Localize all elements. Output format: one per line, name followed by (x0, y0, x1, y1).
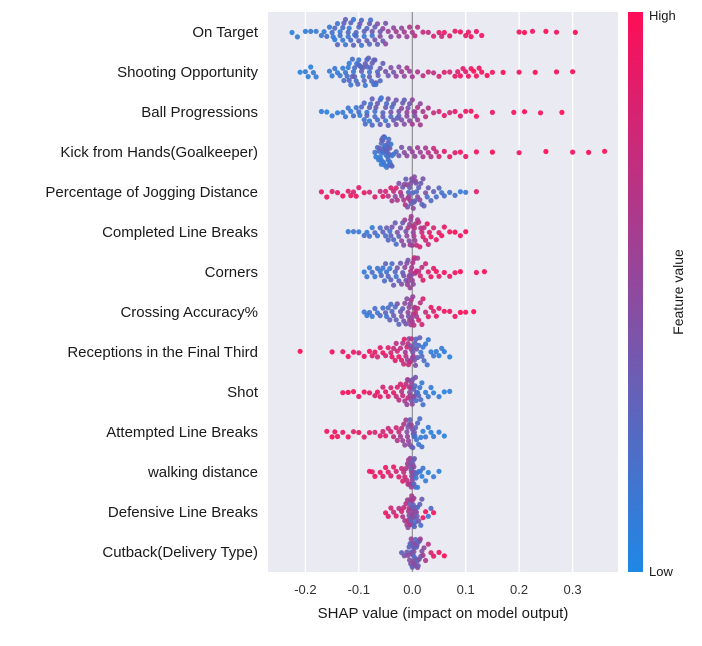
feature-row-points (372, 134, 608, 170)
feature-label: Cutback(Delivery Type) (102, 544, 258, 561)
feature-label: Shooting Opportunity (117, 64, 258, 81)
plot-background (268, 12, 618, 572)
feature-row-points (297, 335, 453, 368)
svg-text:0.1: 0.1 (457, 582, 475, 597)
feature-row-points (324, 416, 447, 451)
feature-label: Kick from Hands(Goalkeeper) (60, 144, 258, 161)
feature-label: Percentage of Jogging Distance (45, 184, 258, 201)
colorbar-title: Feature value (670, 249, 686, 335)
svg-text:-0.2: -0.2 (294, 582, 316, 597)
feature-row-points (289, 16, 578, 48)
feature-row-points (361, 294, 477, 328)
colorbar-low-label: Low (649, 564, 673, 579)
feature-label: Defensive Line Breaks (108, 504, 258, 521)
feature-label: Ball Progressions (141, 104, 258, 121)
x-axis-title: SHAP value (impact on model output) (318, 605, 569, 622)
feature-row-points (340, 374, 453, 408)
feature-row-points (399, 536, 447, 571)
y-axis-labels: On Target Shooting Opportunity Ball Progre… (45, 24, 258, 561)
feature-label: Corners (205, 264, 258, 281)
feature-row-points (297, 55, 576, 88)
svg-text:0.3: 0.3 (564, 582, 582, 597)
x-axis-tick-labels: -0.2 -0.1 0.0 0.1 0.2 0.3 (294, 582, 581, 597)
feature-row-points (361, 255, 487, 291)
feature-row-points (345, 213, 469, 250)
feature-row-points (318, 174, 479, 211)
svg-text:0.0: 0.0 (403, 582, 421, 597)
feature-label: Receptions in the Final Third (67, 344, 258, 361)
feature-row-points (383, 493, 437, 531)
feature-label: Shot (227, 384, 259, 401)
feature-label: Crossing Accuracy% (120, 304, 258, 321)
svg-text:-0.1: -0.1 (348, 582, 370, 597)
feature-label: walking distance (147, 464, 258, 481)
colorbar-high-label: High (649, 8, 676, 23)
feature-label: On Target (192, 24, 258, 41)
feature-label: Attempted Line Breaks (106, 424, 258, 441)
colorbar (628, 12, 643, 572)
svg-text:0.2: 0.2 (510, 582, 528, 597)
feature-label: Completed Line Breaks (102, 224, 258, 241)
feature-row-points (318, 95, 565, 128)
feature-row-points (366, 455, 442, 490)
